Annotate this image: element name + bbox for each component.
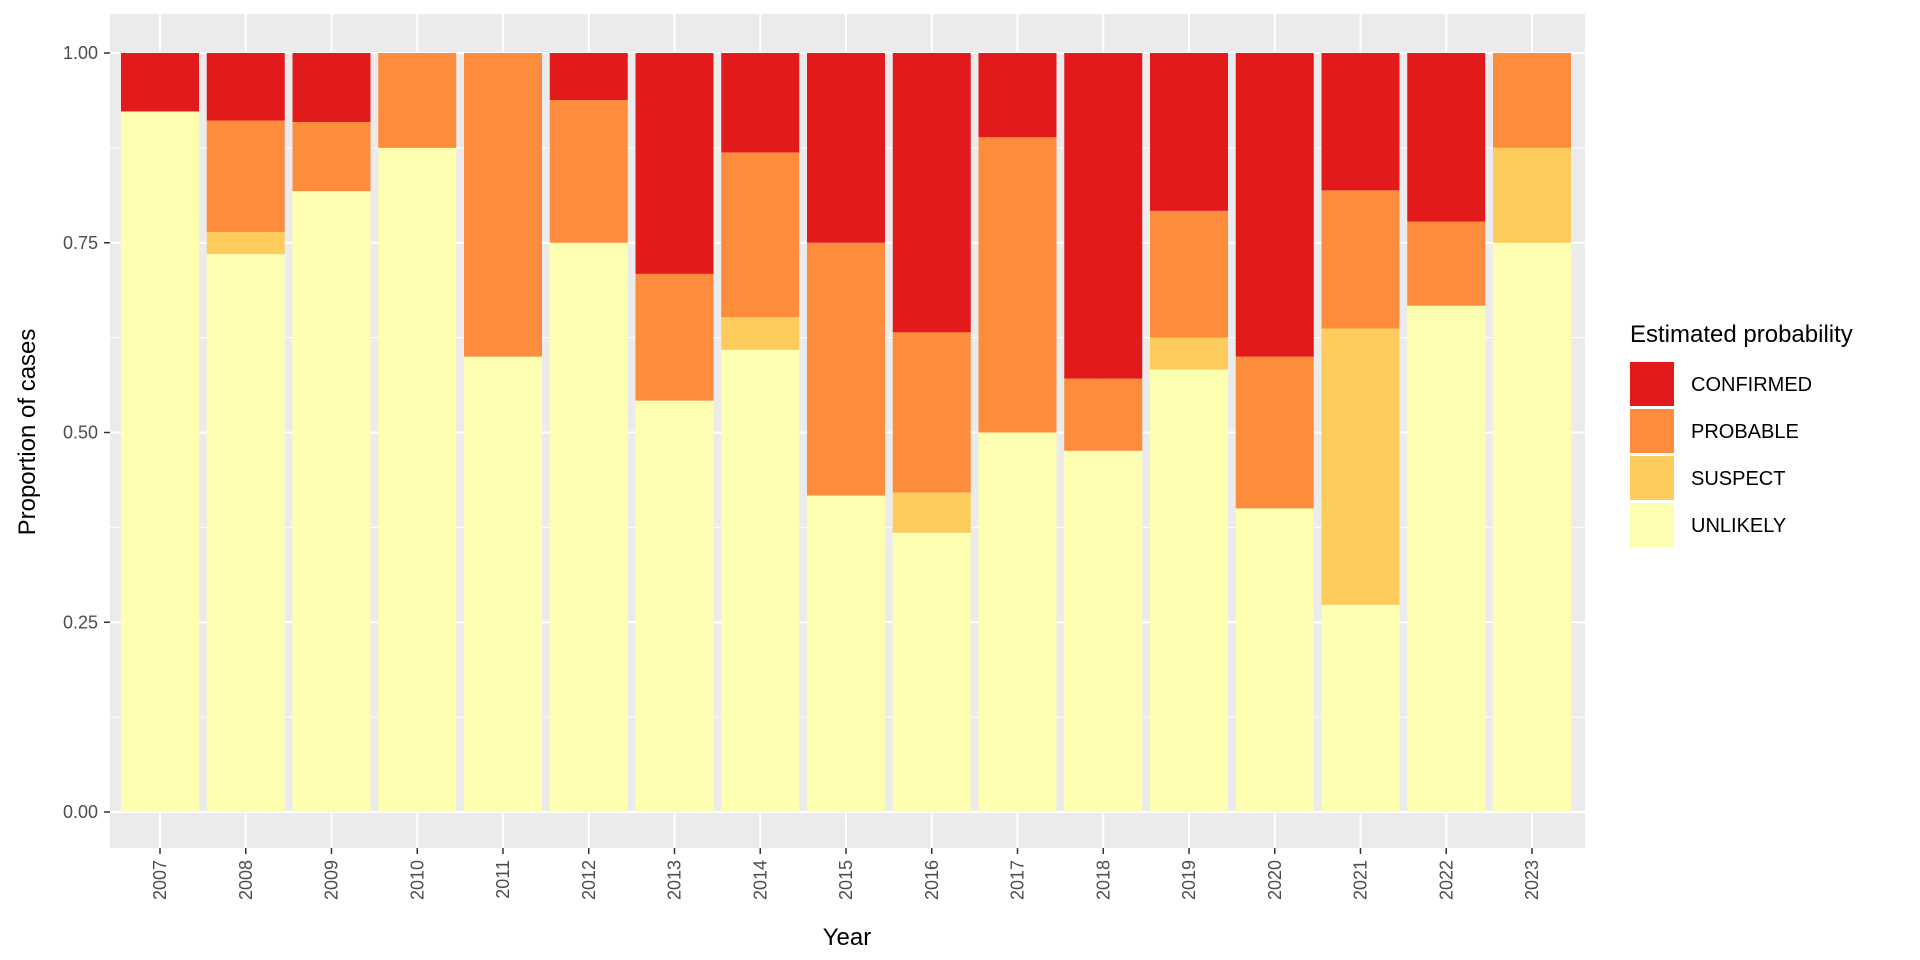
x-tick-label: 2011 (493, 860, 513, 899)
bar-segment-unlikely-2013 (635, 400, 714, 812)
bar-segment-suspect-2014 (721, 317, 800, 350)
legend-key-unlikely (1630, 503, 1674, 547)
bar-segment-probable-2010 (378, 53, 457, 148)
bar-segment-probable-2015 (807, 242, 885, 496)
bar-segment-probable-2017 (978, 137, 1057, 433)
bar-segment-suspect-2023 (1493, 147, 1571, 243)
y-tick-label: 0.75 (63, 233, 98, 253)
x-tick-label: 2016 (922, 860, 942, 900)
bar-segment-probable-2014 (721, 152, 800, 318)
x-tick-label: 2021 (1351, 860, 1371, 900)
bar-segment-probable-2023 (1493, 53, 1571, 148)
x-tick-label: 2022 (1436, 860, 1456, 900)
bar-segment-confirmed-2013 (635, 53, 714, 274)
bar-segment-unlikely-2019 (1150, 369, 1228, 812)
y-tick-label: 0.00 (63, 802, 98, 822)
bar-segment-unlikely-2018 (1064, 450, 1143, 812)
legend-label-suspect: SUSPECT (1691, 468, 1785, 490)
bar-segment-probable-2020 (1235, 356, 1314, 509)
y-tick-label: 0.25 (63, 612, 98, 632)
bar-segment-confirmed-2020 (1235, 53, 1314, 357)
bar-segment-confirmed-2022 (1407, 53, 1486, 222)
legend-label-unlikely: UNLIKELY (1691, 515, 1786, 537)
y-tick-label: 0.50 (63, 423, 98, 443)
bar-segment-confirmed-2019 (1150, 53, 1228, 211)
x-axis-title: Year (823, 924, 872, 951)
legend-label-confirmed: CONFIRMED (1691, 374, 1812, 396)
x-tick-label: 2007 (150, 860, 170, 900)
bar-segment-unlikely-2016 (892, 532, 971, 812)
bar-segment-suspect-2019 (1150, 337, 1228, 370)
bar-segment-unlikely-2010 (378, 147, 457, 812)
y-tick-label: 1.00 (63, 43, 98, 63)
legend-title: Estimated probability (1630, 321, 1853, 348)
bar-segment-unlikely-2021 (1321, 604, 1400, 812)
x-axis: 2007 2008 2009 2010 2011 2012 2013 2014 2015 2016… (150, 848, 1542, 900)
bar-segment-unlikely-2022 (1407, 305, 1486, 812)
x-tick-label: 2010 (407, 860, 427, 900)
bar-segment-unlikely-2017 (978, 432, 1057, 812)
bar-segment-unlikely-2011 (464, 356, 542, 812)
legend-key-probable (1630, 409, 1674, 453)
bar-segment-unlikely-2023 (1493, 242, 1571, 812)
bars-group (121, 53, 1571, 813)
bar-segment-suspect-2008 (206, 232, 285, 255)
legend: Estimated probability CONFIRMED PROBABLE S… (1630, 321, 1853, 547)
bar-segment-unlikely-2012 (549, 242, 628, 812)
bar-segment-suspect-2016 (892, 492, 971, 533)
x-tick-label: 2013 (665, 860, 685, 900)
x-tick-label: 2019 (1179, 860, 1199, 900)
x-tick-label: 2014 (750, 860, 770, 900)
bar-segment-probable-2022 (1407, 221, 1486, 306)
bar-segment-probable-2012 (549, 100, 628, 243)
legend-key-confirmed (1630, 362, 1674, 406)
x-tick-label: 2023 (1522, 860, 1542, 900)
x-tick-label: 2009 (322, 860, 342, 900)
bar-segment-confirmed-2008 (206, 53, 285, 121)
bar-segment-unlikely-2015 (807, 495, 885, 812)
legend-label-probable: PROBABLE (1691, 421, 1799, 443)
bar-segment-probable-2009 (292, 122, 371, 192)
x-tick-label: 2018 (1093, 860, 1113, 900)
bar-segment-confirmed-2016 (892, 53, 971, 333)
bar-segment-confirmed-2012 (549, 53, 628, 101)
y-axis: 0.00 0.25 0.50 0.75 1.00 (63, 43, 110, 822)
bar-segment-probable-2011 (464, 53, 542, 357)
legend-key-suspect (1630, 456, 1674, 500)
bar-segment-suspect-2021 (1321, 328, 1400, 605)
x-tick-label: 2012 (579, 860, 599, 900)
bar-segment-unlikely-2007 (121, 111, 199, 813)
bar-segment-probable-2021 (1321, 190, 1400, 329)
x-tick-label: 2015 (836, 860, 856, 900)
bar-segment-unlikely-2014 (721, 349, 800, 812)
y-axis-title: Proportion of cases (14, 329, 41, 536)
bar-segment-confirmed-2009 (292, 53, 371, 123)
bar-segment-confirmed-2014 (721, 53, 800, 153)
bar-segment-unlikely-2020 (1235, 508, 1314, 812)
bar-segment-confirmed-2021 (1321, 53, 1400, 191)
bar-segment-confirmed-2007 (121, 53, 199, 112)
bar-segment-confirmed-2018 (1064, 53, 1143, 379)
bar-segment-confirmed-2015 (807, 53, 885, 243)
bar-segment-probable-2018 (1064, 378, 1143, 451)
bar-segment-probable-2008 (206, 120, 285, 233)
bar-segment-unlikely-2008 (206, 254, 285, 812)
bar-segment-probable-2019 (1150, 210, 1228, 338)
x-tick-label: 2020 (1265, 860, 1285, 900)
bar-segment-unlikely-2009 (292, 191, 371, 812)
bar-segment-probable-2013 (635, 273, 714, 401)
bar-segment-confirmed-2017 (978, 53, 1057, 138)
bar-segment-probable-2016 (892, 332, 971, 493)
x-tick-label: 2017 (1008, 860, 1028, 900)
x-tick-label: 2008 (236, 860, 256, 900)
